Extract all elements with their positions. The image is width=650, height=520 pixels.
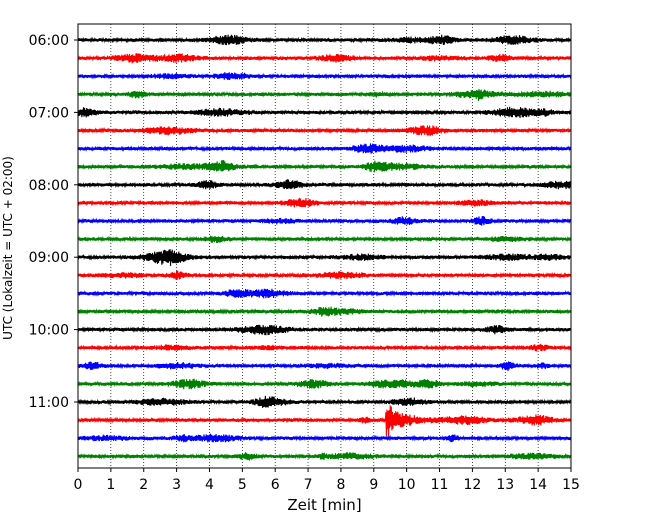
y-tick-label: 08:00 [29,178,69,194]
x-tick-label: 9 [369,477,378,493]
seismic-trace [77,89,572,101]
x-tick-label: 0 [74,477,83,493]
x-tick-label: 14 [529,477,547,493]
seismic-trace [77,306,572,317]
seismic-trace [77,106,572,118]
seismic-trace [77,361,572,371]
seismic-trace [77,324,572,336]
y-tick-label: 07:00 [29,105,69,121]
x-tick-label: 1 [106,477,115,493]
x-tick-label: 11 [431,477,449,493]
seismic-trace [77,34,572,46]
x-axis-title: Zeit [min] [287,496,361,514]
seismic-trace [77,197,572,208]
x-tick-label: 12 [463,477,481,493]
y-tick-label: 06:00 [29,33,69,49]
vertical-grid [110,24,539,468]
seismic-trace [77,405,572,437]
y-axis-title: UTC (Lokalzeit = UTC + 02:00) [1,156,15,340]
seismic-trace [77,159,572,173]
x-axis-ticks: 0 1 2 3 4 5 6 7 8 9 10 11 12 13 14 15 [74,468,580,493]
x-tick-label: 4 [205,477,214,493]
seismic-trace [77,452,572,461]
x-tick-label: 7 [304,477,313,493]
seismic-trace [77,53,572,64]
seismic-trace [77,179,572,190]
trace-group [77,34,572,461]
seismic-trace [77,216,572,226]
y-axis-ticks: 06:00 07:00 08:00 09:00 10:00 11:00 [29,33,78,411]
x-tick-label: 10 [398,477,416,493]
x-tick-label: 13 [496,477,514,493]
seismic-trace [77,343,572,352]
seismic-trace [77,378,572,390]
y-tick-label: 10:00 [29,323,69,339]
seismic-trace [77,235,572,244]
x-tick-label: 5 [238,477,247,493]
seismic-trace [77,249,572,266]
y-tick-label: 09:00 [29,250,69,266]
x-tick-label: 2 [139,477,148,493]
seismic-trace [77,288,572,299]
seismic-trace [77,270,572,280]
x-tick-label: 3 [172,477,181,493]
seismic-trace [77,72,572,80]
x-tick-label: 15 [562,477,580,493]
x-tick-label: 8 [336,477,345,493]
seismic-trace [77,125,572,137]
seismic-trace [77,143,572,154]
plot-frame [77,23,572,469]
seismic-trace [77,395,572,408]
x-tick-label: 6 [271,477,280,493]
y-tick-label: 11:00 [29,395,69,411]
seismic-trace [77,433,572,443]
